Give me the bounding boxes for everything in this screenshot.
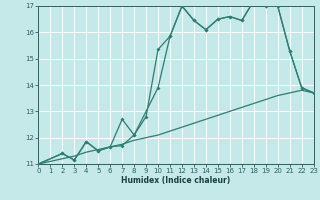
X-axis label: Humidex (Indice chaleur): Humidex (Indice chaleur)	[121, 176, 231, 185]
